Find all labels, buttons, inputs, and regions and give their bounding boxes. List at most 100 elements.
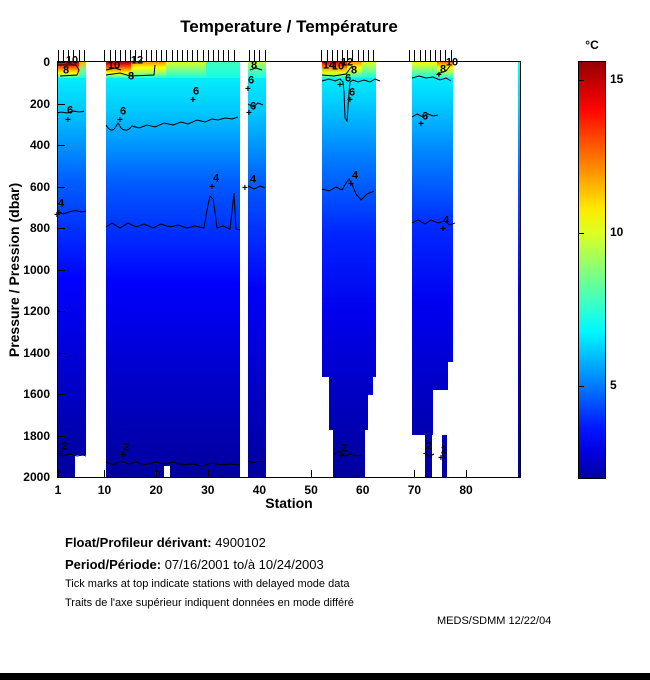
note-french: Traits de l'axe supérieur indiquent donn… [65,597,354,609]
contour-label-14: 14 [322,59,336,72]
contour-label-6: 6 [247,74,255,87]
x-tick-mark [104,470,106,477]
delayed-mode-station-tick [140,50,142,62]
delayed-mode-station-tick [450,50,452,62]
colorbar-tick-label: 10 [610,225,624,240]
temperature-column-segment [517,62,520,477]
delayed-mode-station-tick [207,50,209,62]
contour-label-marker: + [242,183,248,194]
delayed-mode-station-tick [373,50,375,62]
temperature-column-segment [169,466,240,477]
contour-label-4: 4 [351,169,359,182]
contour-line-2 [441,454,447,459]
delayed-mode-station-tick [63,50,65,62]
temperature-column-segment [247,62,266,477]
contour-label-marker: + [117,115,123,126]
contour-line-2 [247,460,265,464]
y-tick-label: 2000 [23,470,50,484]
chart-title: Temperature / Température [180,17,398,36]
contour-label-8: 8 [127,70,135,83]
contour-label-2: 2 [122,441,130,454]
y-tick-mark [58,394,65,395]
note-english: Tick marks at top indicate stations with… [65,578,350,590]
colorbar-tick-label: 5 [610,378,617,393]
float-id-line: Float/Profileur dérivant: 4900102 [65,535,266,550]
contour-label-8: 8 [250,59,258,72]
delayed-mode-station-tick [192,50,194,62]
surface-temperature-band [362,62,376,78]
x-tick-mark [311,470,313,477]
x-tick-label: 80 [459,483,473,497]
delayed-mode-station-tick [424,50,426,62]
contour-label-marker: + [246,108,252,119]
plot-area: 10 8 10 12 8 6 8 6 6 14 10 12 8 6 6 10 8 6 6 6 4 4 4 4 4 2 2 2 2 2 + + +… [54,55,521,478]
surface-temperature-band [321,62,347,78]
contour-line-4 [411,219,456,226]
contour-label-12: 12 [340,56,354,69]
x-axis-title: Station [265,495,313,511]
x-tick-label: 40 [252,483,267,497]
float-id-label: Float/Profileur dérivant: [65,535,212,550]
surface-temperature-band [58,62,80,78]
y-tick-mark [58,186,65,188]
surface-temperature-band [437,62,453,78]
delayed-mode-station-tick [119,50,121,62]
delayed-mode-station-tick [352,50,354,62]
x-tick-mark [414,470,416,477]
surface-temperature-band [130,62,166,78]
period-value: 07/16/2001 to/à 10/24/2003 [164,557,324,572]
contour-label-marker: + [56,208,62,219]
delayed-mode-station-tick [362,50,364,62]
contour-line-4 [321,178,375,201]
delayed-mode-station-tick [326,50,328,62]
contour-label-10: 10 [107,59,121,72]
delayed-mode-station-tick [150,50,152,62]
delayed-mode-station-tick [202,50,204,62]
delayed-mode-station-tick [166,50,168,62]
delayed-mode-station-tick [73,50,75,62]
delayed-mode-station-tick [342,50,344,62]
surface-temperature-band [346,62,362,78]
surface-temperature-band [205,62,240,78]
contour-line-2 [105,460,241,467]
contour-label-2: 2 [340,442,348,455]
y-tick-mark [58,228,65,229]
window-edge-bar [0,673,650,680]
contour-label-marker: + [347,95,353,106]
contour-label-6: 6 [192,85,200,98]
delayed-mode-station-tick [58,50,59,62]
colorbar-tick-mark [579,80,584,82]
delayed-mode-station-tick [254,50,256,62]
contour-line-6 [105,116,239,131]
y-tick-label: 800 [29,221,50,235]
surface-temperature-band [166,62,206,78]
temperature-column-segment [412,62,453,363]
temperature-column-segment [321,62,376,377]
delayed-mode-station-tick [156,50,158,62]
delayed-mode-station-tick [125,50,127,62]
contour-label-10: 10 [65,54,79,67]
delayed-mode-station-tick [336,50,338,62]
contour-line-8 [58,64,80,77]
y-tick-mark [58,269,65,271]
y-tick-mark [58,352,65,354]
y-tick-mark [58,477,65,478]
delayed-mode-station-tick [114,50,116,62]
contour-label-marker: + [423,449,429,460]
delayed-mode-station-tick [145,50,147,62]
x-tick-label: 10 [97,483,112,497]
x-tick-mark [58,470,59,477]
delayed-mode-station-tick [171,50,173,62]
y-tick-label: 1200 [23,304,50,318]
y-tick-mark [58,145,65,146]
temperature-column-segment [442,435,448,477]
temperature-column-segment [425,435,433,477]
x-tick-mark [259,470,261,477]
contour-line-2 [58,452,87,457]
contour-label-12: 12 [130,54,144,67]
contour-label-6: 6 [344,72,352,85]
contour-label-marker: + [245,84,251,95]
contour-label-marker: + [209,182,215,193]
contour-label-marker: + [58,449,64,460]
contour-line-8 [249,67,263,71]
